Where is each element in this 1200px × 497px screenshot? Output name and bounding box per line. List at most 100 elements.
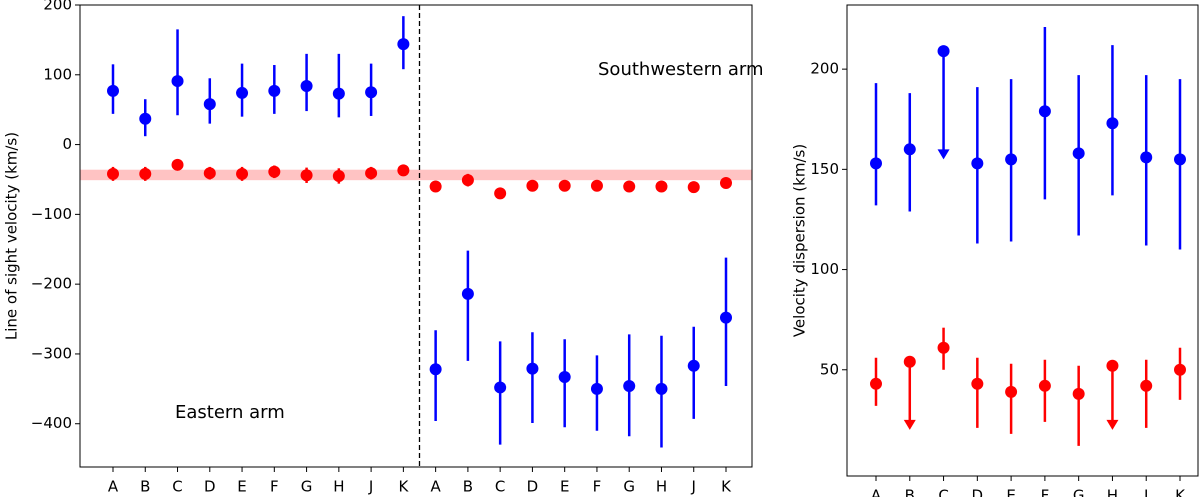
marker: [655, 382, 668, 395]
annotation: Southwestern arm: [598, 59, 763, 80]
marker: [903, 355, 916, 368]
marker: [300, 79, 313, 92]
marker: [107, 167, 119, 180]
marker: [494, 381, 507, 394]
marker: [870, 157, 882, 170]
marker: [1106, 359, 1119, 372]
marker: [971, 157, 984, 170]
x-tick-label: D: [972, 487, 984, 497]
x-tick-label: J: [368, 478, 373, 496]
x-tick-label: C: [172, 478, 182, 496]
x-tick-label: H: [1107, 487, 1118, 497]
frame: [79, 4, 753, 468]
marker: [139, 112, 152, 125]
x-tick-label: E: [560, 478, 569, 496]
marker: [397, 164, 410, 177]
marker: [1072, 147, 1085, 160]
y-tick-label: 200: [810, 60, 839, 78]
y-tick-label: 100: [43, 65, 72, 83]
x-tick-label: D: [204, 478, 216, 496]
marker: [461, 287, 474, 300]
x-tick-label: A: [108, 478, 119, 496]
x-tick-label: H: [333, 478, 344, 496]
marker: [590, 382, 603, 395]
marker: [687, 359, 700, 372]
y-axis-label: Velocity dispersion (km/s): [791, 144, 809, 337]
y-tick-label: 100: [810, 260, 839, 278]
marker: [558, 179, 571, 192]
x-tick-label: E: [1006, 487, 1015, 497]
marker: [365, 86, 378, 99]
y-tick-label: −300: [31, 344, 72, 362]
marker: [687, 181, 700, 194]
marker: [623, 380, 636, 393]
marker: [590, 179, 603, 192]
marker: [1005, 385, 1018, 398]
frame: [846, 4, 1199, 477]
x-tick-label: A: [430, 478, 441, 496]
x-tick-label: G: [301, 478, 313, 496]
marker: [203, 98, 216, 111]
arrow-head: [1106, 419, 1119, 430]
y-tick-label: 150: [810, 160, 839, 178]
marker: [1038, 105, 1051, 118]
marker: [171, 75, 184, 88]
x-tick-label: H: [656, 478, 667, 496]
marker: [1140, 151, 1153, 164]
marker: [332, 87, 345, 100]
x-tick-label: K: [1175, 487, 1186, 497]
y-tick-label: 50: [820, 360, 839, 378]
marker: [655, 180, 668, 193]
marker: [429, 363, 442, 376]
marker: [903, 143, 916, 156]
y-tick-label: −400: [31, 414, 72, 432]
marker: [300, 169, 313, 182]
marker: [1106, 117, 1119, 130]
y-tick-label: 200: [43, 0, 72, 14]
marker: [397, 38, 410, 51]
x-tick-label: B: [140, 478, 150, 496]
marker: [971, 377, 984, 390]
marker: [558, 370, 571, 383]
marker: [623, 180, 636, 193]
marker: [107, 84, 119, 97]
x-tick-label: B: [463, 478, 473, 496]
x-tick-label: G: [623, 478, 635, 496]
marker: [937, 341, 950, 354]
arrow-head: [903, 419, 916, 430]
x-tick-label: G: [1073, 487, 1085, 497]
x-tick-label: F: [593, 478, 602, 496]
marker: [203, 167, 216, 180]
marker: [494, 187, 507, 200]
marker: [268, 165, 281, 178]
marker: [870, 377, 882, 390]
marker: [720, 176, 732, 189]
marker: [332, 169, 345, 182]
x-tick-label: F: [270, 478, 279, 496]
marker: [1174, 363, 1186, 376]
x-tick-label: J: [691, 478, 696, 496]
marker: [429, 180, 442, 193]
x-tick-label: K: [721, 478, 732, 496]
band: [80, 169, 752, 181]
panel: −400 −300 −200 −100 0 100 200 A B C D E F G H J K A B C D E F G…: [3, 0, 764, 496]
x-tick-label: C: [938, 487, 948, 497]
marker: [236, 167, 249, 180]
marker: [937, 45, 950, 58]
annotation: Eastern arm: [175, 402, 285, 423]
marker: [268, 84, 281, 97]
y-axis-label: Line of sight velocity (km/s): [3, 132, 21, 340]
marker: [139, 167, 152, 180]
x-tick-label: B: [905, 487, 915, 497]
x-tick-label: D: [527, 478, 539, 496]
x-tick-label: K: [398, 478, 409, 496]
y-tick-label: −200: [31, 275, 72, 293]
marker: [1005, 153, 1018, 166]
x-tick-label: A: [871, 487, 882, 497]
marker: [1140, 379, 1153, 392]
marker: [720, 311, 732, 324]
marker: [1038, 379, 1051, 392]
marker: [365, 167, 378, 180]
